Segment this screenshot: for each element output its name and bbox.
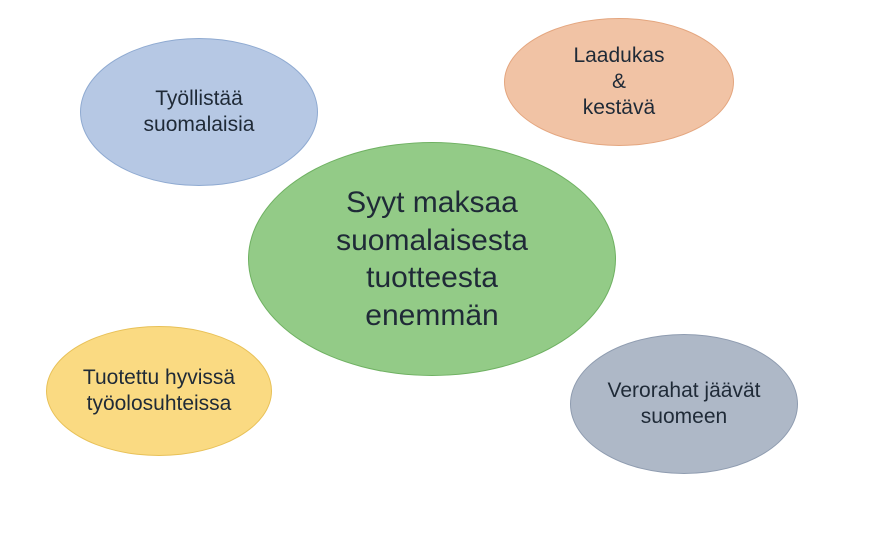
taxes-bubble: Verorahat jäävät suomeen xyxy=(570,334,798,474)
conditions-bubble-label: Tuotettu hyvissä työolosuhteissa xyxy=(83,365,235,418)
quality-bubble: Laadukas & kestävä xyxy=(504,18,734,146)
conditions-bubble: Tuotettu hyvissä työolosuhteissa xyxy=(46,326,272,456)
center-bubble-label: Syyt maksaa suomalaisesta tuotteesta ene… xyxy=(336,184,528,334)
taxes-bubble-label: Verorahat jäävät suomeen xyxy=(608,378,761,431)
employs-bubble-label: Työllistää suomalaisia xyxy=(144,86,255,139)
diagram-stage: Syyt maksaa suomalaisesta tuotteesta ene… xyxy=(0,0,875,538)
quality-bubble-label: Laadukas & kestävä xyxy=(573,43,664,122)
center-bubble: Syyt maksaa suomalaisesta tuotteesta ene… xyxy=(248,142,616,376)
employs-bubble: Työllistää suomalaisia xyxy=(80,38,318,186)
